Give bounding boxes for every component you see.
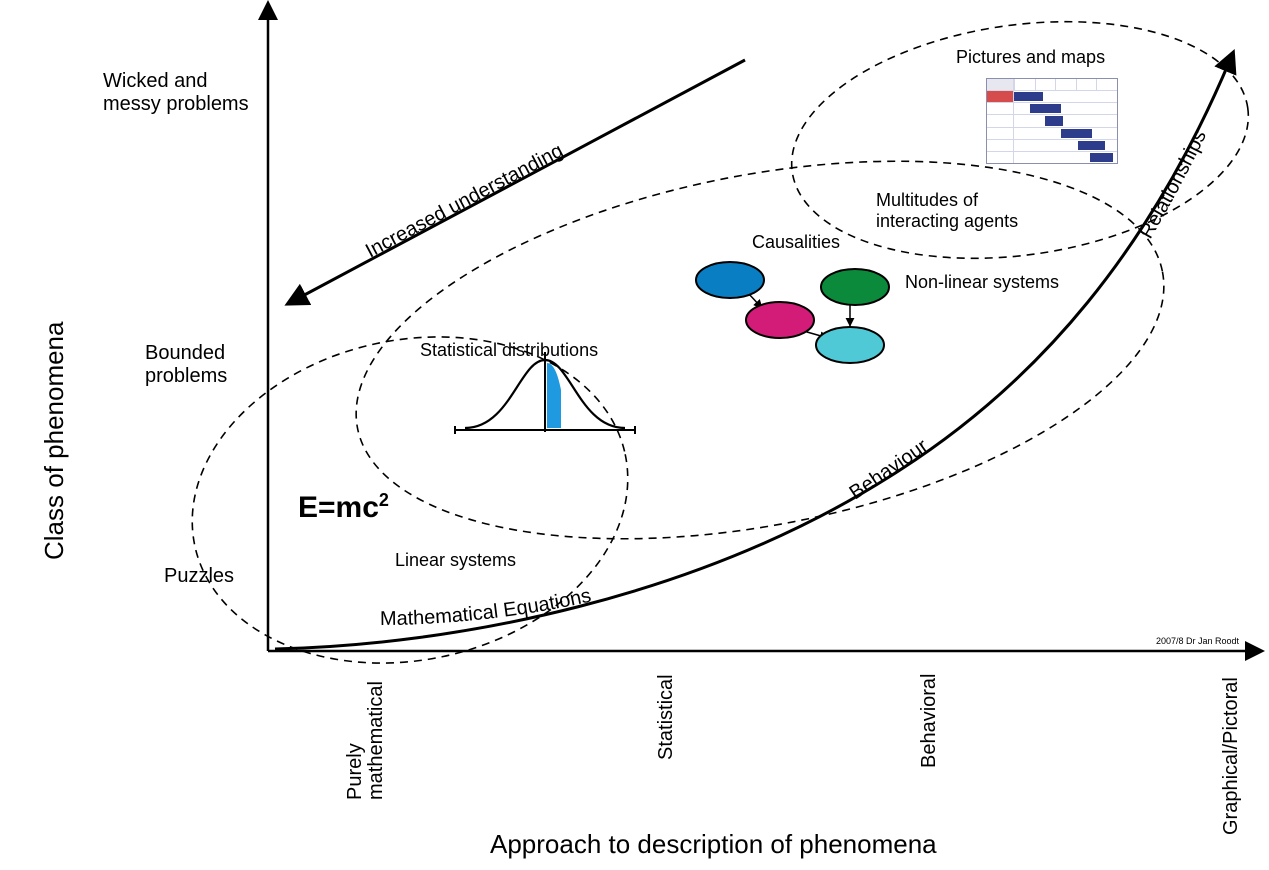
y-tick-bounded: Bounded problems <box>145 342 227 388</box>
x-tick-statistical: Statistical <box>655 674 678 760</box>
curve-label-behaviour: Behaviour <box>846 435 933 504</box>
understanding-arrow-label: Increased understanding <box>362 140 567 263</box>
linear-systems-label: Linear systems <box>395 550 516 571</box>
svg-text:Behaviour: Behaviour <box>846 435 933 504</box>
causality-network <box>696 262 889 363</box>
x-tick-behavioral: Behavioral <box>918 673 941 768</box>
y-tick-puzzles: Puzzles <box>164 565 234 588</box>
statistical-distributions-label: Statistical distributions <box>420 340 598 361</box>
curve-label-relationships: Relationships <box>1135 127 1211 243</box>
x-axis-title: Approach to description of phenomena <box>490 830 937 860</box>
pictures-and-maps-label: Pictures and maps <box>956 47 1105 68</box>
svg-text:Increased understanding: Increased understanding <box>362 140 567 263</box>
gantt-chart-icon <box>986 78 1118 164</box>
formula-emc2: E=mc2 <box>298 490 389 526</box>
diagram-canvas: Mathematical Equations Behaviour Relatio… <box>0 0 1269 870</box>
y-tick-wicked: Wicked and messy problems <box>103 70 249 116</box>
causalities-label: Causalities <box>752 232 840 253</box>
curve-label-math: Mathematical Equations <box>380 585 593 630</box>
svg-text:Mathematical Equations: Mathematical Equations <box>380 585 593 630</box>
y-axis-title: Class of phenomena <box>40 322 70 560</box>
formula-base: E=mc <box>298 491 379 524</box>
nonlinear-systems-label: Non-linear systems <box>905 272 1059 293</box>
formula-sup: 2 <box>379 490 389 510</box>
svg-text:Relationships: Relationships <box>1135 127 1211 243</box>
x-tick-graphical: Graphical/Pictoral <box>1220 677 1243 835</box>
bell-curve-icon <box>455 352 635 434</box>
credit-text: 2007/8 Dr Jan Roodt <box>1156 636 1239 646</box>
multitudes-label: Multitudes of interacting agents <box>876 190 1018 231</box>
x-tick-purely-mathematical: Purely mathematical <box>345 681 387 800</box>
